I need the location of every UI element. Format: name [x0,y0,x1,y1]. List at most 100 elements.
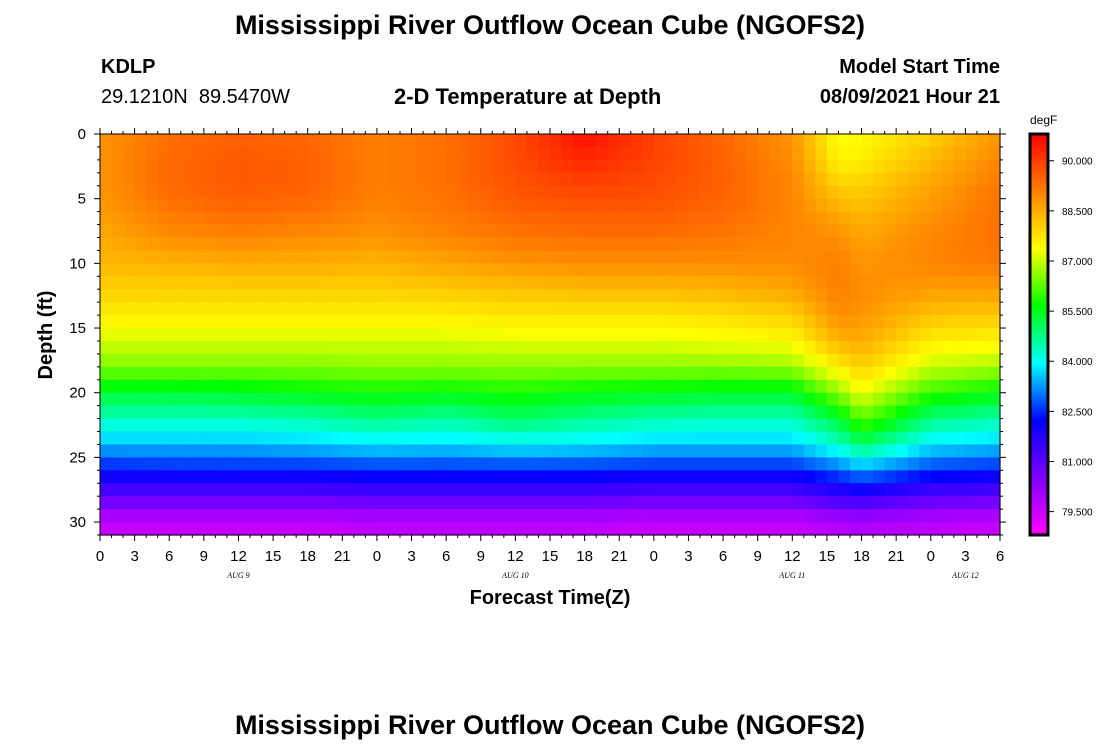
heatmap-cell [653,146,666,161]
heatmap-cell [157,237,170,252]
heatmap-cell [446,522,459,536]
x-tick-label: 9 [200,548,208,565]
heatmap-cell [296,224,309,239]
heatmap-cell [284,379,297,394]
heatmap-cell [319,289,332,303]
heatmap-cell [953,509,966,523]
heatmap-cell [307,392,320,407]
heatmap-cell [180,405,193,420]
heatmap-cell [457,224,470,239]
x-tick-label: 3 [407,548,415,565]
heatmap-cell [930,418,943,433]
heatmap-cell [757,470,770,484]
heatmap-cell [711,146,724,161]
heatmap-cell [215,237,228,252]
heatmap-cell [203,470,216,484]
heatmap-cell [307,457,320,471]
heatmap-cell [942,289,955,303]
heatmap-cell [434,328,447,342]
heatmap-cell [134,509,147,523]
heatmap-cell [526,134,540,148]
heatmap-cell [896,470,909,484]
heatmap-cell [411,509,424,523]
heatmap-cell [469,211,482,226]
heatmap-cell [573,328,586,342]
heatmap-cell [711,198,724,213]
heatmap-cell [665,289,678,303]
heatmap-cell [965,483,978,497]
heatmap-cell [607,276,620,290]
heatmap-cell [769,379,782,394]
heatmap-cell [676,405,690,420]
heatmap-cell [434,250,447,264]
heatmap-cell [376,340,390,355]
heatmap-cell [780,224,793,239]
heatmap-cell [411,522,424,536]
heatmap-cell [111,198,124,213]
heatmap-cell [607,405,620,420]
heatmap-cell [515,483,528,497]
heatmap-cell [561,198,574,213]
heatmap-cell [953,366,966,381]
heatmap-cell [307,159,320,174]
heatmap-cell [792,315,805,329]
heatmap-cell [942,185,955,200]
heatmap-cell [169,418,182,433]
heatmap-cell [780,172,793,187]
heatmap-cell [215,366,228,381]
heatmap-cell [134,470,147,484]
heatmap-cell [446,366,459,381]
heatmap-cell [884,134,897,148]
heatmap-cell [896,302,909,316]
heatmap-cell [376,328,390,342]
heatmap-cell [284,224,297,239]
heatmap-cell [423,276,436,290]
heatmap-cell [596,470,609,484]
heatmap-cell [457,353,470,368]
heatmap-cell [238,198,251,213]
heatmap-cell [169,509,182,523]
heatmap-cell [446,315,459,329]
heatmap-cell [457,405,470,420]
heatmap-cell [746,302,759,316]
heatmap-cell [434,289,447,303]
heatmap-cell [388,211,401,226]
heatmap-cell [573,483,586,497]
heatmap-cell [896,211,909,226]
x-tick-label: 21 [888,548,905,565]
heatmap-cell [630,353,643,368]
heatmap-cell [365,457,378,471]
heatmap-cell [607,418,620,433]
heatmap-cell [850,198,863,213]
heatmap-cell [146,237,159,252]
heatmap-cell [180,353,193,368]
heatmap-cell [780,483,793,497]
heatmap-cell [146,185,159,200]
heatmap-cell [850,159,863,174]
heatmap-cell [792,146,805,161]
heatmap-cell [700,522,713,536]
heatmap-cell [953,340,966,355]
heatmap-cell [630,159,643,174]
heatmap-cell [826,457,840,471]
heatmap-cell [711,159,724,174]
heatmap-cell [700,328,713,342]
heatmap-cell [526,328,540,342]
heatmap-cell [192,379,205,394]
heatmap-cell [965,418,978,433]
heatmap-cell [446,172,459,187]
heatmap-cell [792,250,805,264]
heatmap-cell [457,457,470,471]
heatmap-cell [630,185,643,200]
heatmap-cell [746,470,759,484]
heatmap-cell [146,289,159,303]
heatmap-cell [411,159,424,174]
heatmap-cell [826,379,840,394]
heatmap-cell [873,289,886,303]
heatmap-cell [723,198,736,213]
heatmap-cell [792,522,805,536]
heatmap-cell [700,353,713,368]
heatmap-cell [838,457,851,471]
heatmap-cell [376,366,390,381]
heatmap-cell [376,185,390,200]
